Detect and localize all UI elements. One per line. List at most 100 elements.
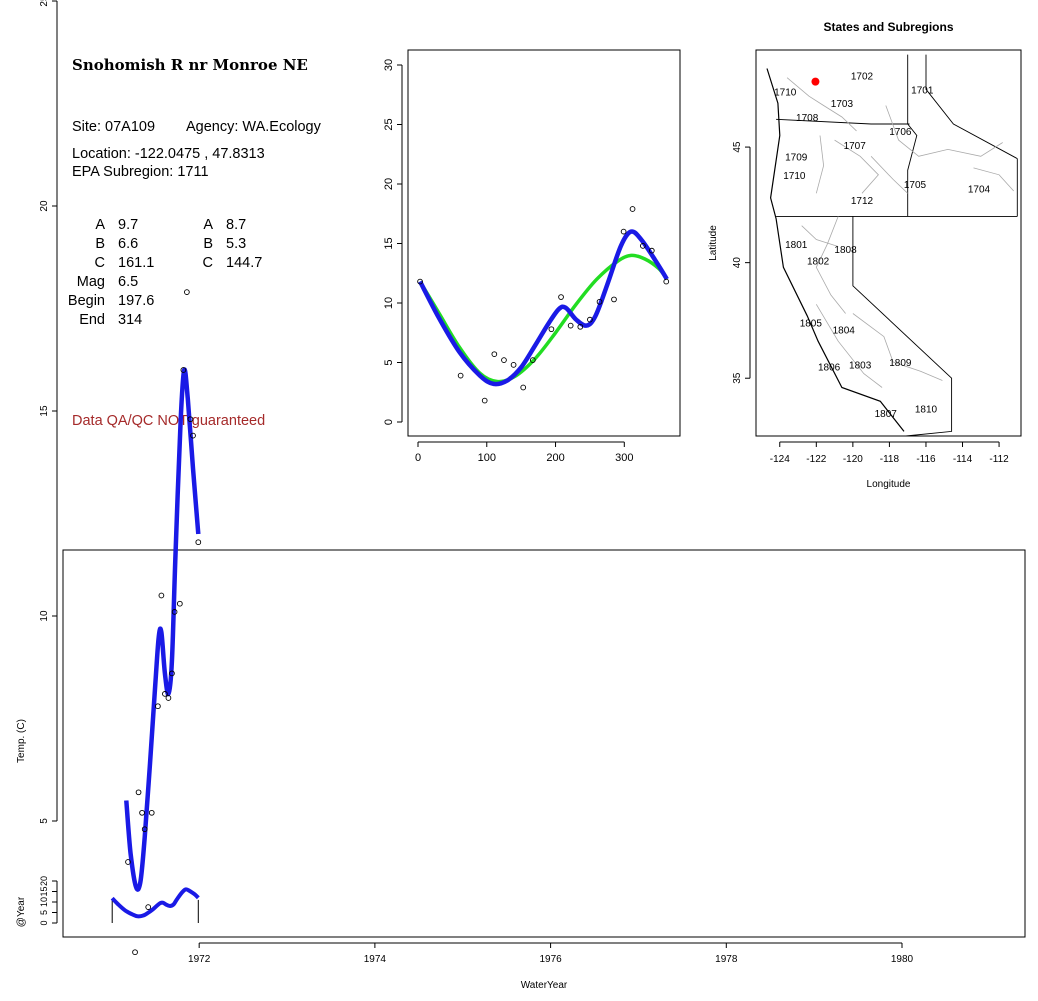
map-region-label: 1803 xyxy=(849,360,872,371)
map-y-label: Latitude xyxy=(708,225,719,261)
timeseries-y-tick-label: 5 xyxy=(39,910,49,915)
timeseries-point xyxy=(145,904,152,910)
timeseries-x-tick-label: 1976 xyxy=(539,954,562,965)
timeseries-point xyxy=(171,609,178,615)
seasonal-point xyxy=(620,228,627,235)
seasonal-point xyxy=(417,278,423,285)
timeseries-point xyxy=(169,670,175,677)
map-region-label: 1810 xyxy=(915,404,938,415)
map-y-tick-label: 35 xyxy=(732,372,743,384)
seasonal-point xyxy=(629,206,636,212)
param-value: 5.3 xyxy=(226,236,247,252)
seasonal-point xyxy=(611,296,617,303)
timeseries-point xyxy=(155,703,161,710)
seasonal-point xyxy=(491,351,498,358)
seasonal-point xyxy=(520,384,527,391)
param-value: 144.7 xyxy=(226,255,263,271)
map-region-label: 1702 xyxy=(851,71,874,82)
map-region-label: 1710 xyxy=(774,88,797,99)
seasonal-point xyxy=(548,326,555,333)
map-subregion-boundary xyxy=(834,139,879,194)
map-y-tick-label: 45 xyxy=(732,141,743,153)
param-label: A xyxy=(95,217,105,233)
map-site-marker xyxy=(811,77,820,86)
timeseries-y-tick-label: 25 xyxy=(39,0,50,7)
map-region-label: 1806 xyxy=(818,363,841,374)
timeseries-y-tick-label: 0 xyxy=(39,920,49,925)
map-x-label: Longitude xyxy=(867,479,911,490)
timeseries-point xyxy=(165,695,172,701)
map-x-tick-label: -116 xyxy=(916,454,936,465)
map-region-label: 1805 xyxy=(800,319,823,330)
timeseries-point xyxy=(132,949,138,956)
qa-note: Data QA/QC NOT guaranteed xyxy=(72,413,266,429)
timeseries-y-tick-label: 15 xyxy=(39,886,49,896)
map-subregion-boundary xyxy=(885,105,1003,157)
site-id: Site: 07A109 xyxy=(72,119,156,135)
seasonal-x-tick-label: 100 xyxy=(478,452,496,464)
timeseries-x-label: WaterYear xyxy=(521,980,568,991)
map-title: States and Subregions xyxy=(823,20,953,34)
map-region-label: 1703 xyxy=(831,99,854,110)
seasonal-y-tick-label: 0 xyxy=(383,419,395,425)
map-region-label: 1704 xyxy=(968,185,991,196)
timeseries-point xyxy=(125,859,131,865)
seasonal-plot-frame xyxy=(407,49,681,437)
seasonal-point xyxy=(510,362,517,368)
seasonal-y-tick-label: 30 xyxy=(383,59,395,71)
map-subregion-boundary xyxy=(815,216,846,314)
timeseries-point xyxy=(135,789,142,796)
timeseries-point xyxy=(162,691,168,697)
timeseries-y-label: Temp. (C) xyxy=(16,719,27,763)
map-x-tick-label: -120 xyxy=(843,454,863,465)
map-subregion-boundary xyxy=(973,167,1014,192)
param-label: Mag xyxy=(76,274,105,290)
seasonal-point xyxy=(596,298,603,305)
seasonal-point xyxy=(558,294,564,300)
map-subregion-boundary xyxy=(815,135,825,194)
param-value: 6.5 xyxy=(118,274,139,290)
map-region-label: 1701 xyxy=(911,85,934,96)
param-label: C xyxy=(94,255,105,271)
map-subregion-boundary xyxy=(815,304,883,388)
timeseries-point xyxy=(139,809,145,816)
timeseries-point xyxy=(158,592,165,599)
map-region-label: 1802 xyxy=(807,256,830,267)
seasonal-point xyxy=(640,243,646,249)
seasonal-point xyxy=(663,278,670,285)
seasonal-point xyxy=(648,247,655,254)
timeseries-x-tick-label: 1972 xyxy=(188,954,211,965)
timeseries-point xyxy=(176,600,183,607)
param-label: C xyxy=(202,255,213,271)
map-region-label: 1807 xyxy=(875,409,898,420)
param-label: Begin xyxy=(67,293,105,309)
map-region-label: 1706 xyxy=(889,127,912,138)
map-state-border xyxy=(852,216,953,437)
timeseries-y-tick-label: 10 xyxy=(39,897,49,907)
map-region-label: 1705 xyxy=(904,180,927,191)
map-subregion-boundary xyxy=(801,225,839,247)
param-label: B xyxy=(95,236,105,252)
timeseries-point xyxy=(187,416,194,423)
seasonal-y-tick-label: 25 xyxy=(383,118,395,130)
map-x-tick-label: -114 xyxy=(953,454,973,465)
timeseries-x-tick-label: 1980 xyxy=(891,954,914,965)
timeseries-point xyxy=(148,809,155,816)
map-x-tick-label: -124 xyxy=(770,454,790,465)
timeseries-x-tick-label: 1978 xyxy=(715,954,738,965)
param-value: 314 xyxy=(118,312,143,328)
map-state-border xyxy=(925,54,1018,159)
timeseries-y-tick-label: 15 xyxy=(39,405,50,417)
param-label: End xyxy=(79,312,105,328)
map-region-label: 1804 xyxy=(833,326,856,337)
seasonal-point xyxy=(501,357,507,363)
map-region-label: 1712 xyxy=(851,196,874,207)
param-value: 9.7 xyxy=(118,217,139,233)
location: Location: -122.0475 , 47.8313 xyxy=(72,146,265,162)
param-label: B xyxy=(203,236,213,252)
epa-subregion: EPA Subregion: 1711 xyxy=(72,164,209,180)
param-label: A xyxy=(203,217,213,233)
param-value: 197.6 xyxy=(118,293,155,309)
seasonal-x-tick-label: 300 xyxy=(615,452,633,464)
map-region-label: 1710 xyxy=(783,171,806,182)
